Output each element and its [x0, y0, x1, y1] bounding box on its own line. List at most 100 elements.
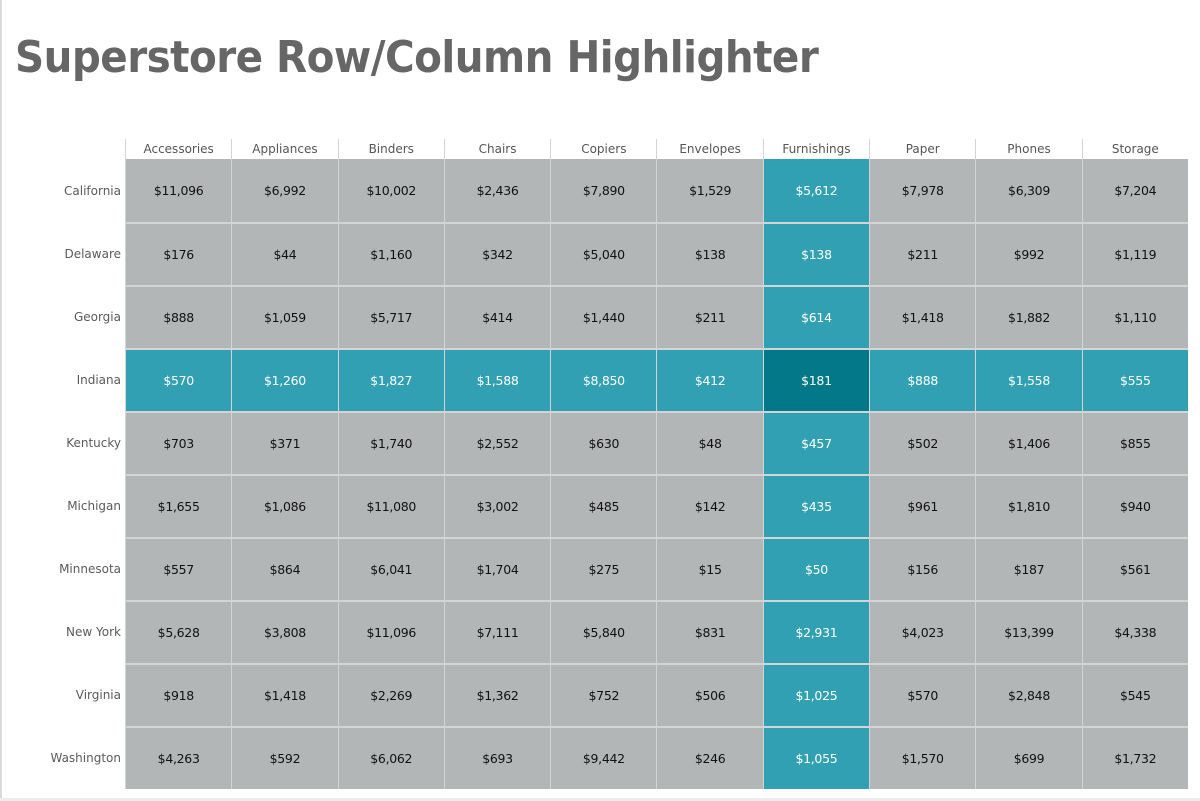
table-cell[interactable]: $1,418 [231, 665, 338, 726]
table-cell[interactable]: $1,362 [443, 665, 551, 726]
highlighted-cell[interactable]: $555 [1081, 350, 1188, 411]
table-cell[interactable]: $699 [975, 728, 1082, 789]
table-cell[interactable]: $4,338 [1081, 602, 1188, 663]
table-cell[interactable]: $7,978 [869, 159, 976, 222]
table-cell[interactable]: $275 [550, 539, 657, 600]
table-cell[interactable]: $6,309 [975, 159, 1082, 222]
row-header-virginia[interactable]: Virginia [75, 687, 121, 702]
table-cell[interactable]: $187 [975, 539, 1082, 600]
table-cell[interactable]: $1,110 [1081, 287, 1188, 348]
table-cell[interactable]: $6,062 [337, 728, 444, 789]
table-cell[interactable]: $44 [231, 224, 338, 285]
table-cell[interactable]: $13,399 [975, 602, 1082, 663]
table-cell[interactable]: $1,732 [1081, 728, 1188, 789]
table-cell[interactable]: $1,529 [656, 159, 763, 222]
table-cell[interactable]: $630 [550, 413, 657, 474]
table-cell[interactable]: $506 [656, 665, 763, 726]
highlighted-cell[interactable]: $1,827 [337, 350, 444, 411]
row-header-kentucky[interactable]: Kentucky [66, 435, 121, 450]
table-cell[interactable]: $502 [869, 413, 976, 474]
table-cell[interactable]: $1,086 [231, 476, 338, 537]
table-cell[interactable]: $3,002 [443, 476, 551, 537]
table-cell[interactable]: $7,111 [443, 602, 551, 663]
table-cell[interactable]: $138 [656, 224, 763, 285]
highlighted-cell[interactable]: $412 [656, 350, 763, 411]
column-header-furnishings[interactable]: Furnishings [762, 139, 869, 159]
table-cell[interactable]: $888 [125, 287, 232, 348]
table-cell[interactable]: $342 [443, 224, 551, 285]
table-cell[interactable]: $6,992 [231, 159, 338, 222]
highlighted-cell[interactable]: $50 [762, 539, 870, 600]
table-cell[interactable]: $831 [656, 602, 763, 663]
table-cell[interactable]: $752 [550, 665, 657, 726]
column-header-phones[interactable]: Phones [975, 139, 1081, 159]
highlighted-cell[interactable]: $2,931 [762, 602, 870, 663]
highlighted-cell[interactable]: $570 [125, 350, 232, 411]
table-cell[interactable]: $5,040 [550, 224, 657, 285]
table-cell[interactable]: $940 [1081, 476, 1188, 537]
column-header-accessories[interactable]: Accessories [125, 139, 231, 159]
highlighted-cell[interactable]: $5,612 [762, 159, 870, 222]
highlighted-cell[interactable]: $1,588 [443, 350, 551, 411]
table-cell[interactable]: $5,840 [550, 602, 657, 663]
table-cell[interactable]: $592 [231, 728, 338, 789]
table-cell[interactable]: $1,160 [337, 224, 444, 285]
table-cell[interactable]: $961 [869, 476, 976, 537]
table-cell[interactable]: $371 [231, 413, 338, 474]
table-cell[interactable]: $176 [125, 224, 232, 285]
table-cell[interactable]: $855 [1081, 413, 1188, 474]
row-header-delaware[interactable]: Delaware [64, 246, 121, 261]
row-header-california[interactable]: California [64, 183, 121, 198]
table-cell[interactable]: $11,096 [125, 159, 232, 222]
highlighted-cell[interactable]: $614 [762, 287, 870, 348]
table-cell[interactable]: $6,041 [337, 539, 444, 600]
column-header-envelopes[interactable]: Envelopes [656, 139, 762, 159]
highlighted-cell[interactable]: $138 [762, 224, 870, 285]
table-cell[interactable]: $156 [869, 539, 976, 600]
table-cell[interactable]: $11,096 [337, 602, 444, 663]
table-cell[interactable]: $7,890 [550, 159, 657, 222]
row-header-minnesota[interactable]: Minnesota [59, 561, 121, 576]
highlighted-cell[interactable]: $1,558 [975, 350, 1082, 411]
table-cell[interactable]: $1,655 [125, 476, 232, 537]
table-cell[interactable]: $485 [550, 476, 657, 537]
column-header-paper[interactable]: Paper [869, 139, 975, 159]
row-header-new-york[interactable]: New York [66, 624, 121, 639]
table-cell[interactable]: $557 [125, 539, 232, 600]
column-header-binders[interactable]: Binders [337, 139, 444, 159]
table-cell[interactable]: $2,269 [337, 665, 444, 726]
table-cell[interactable]: $2,436 [443, 159, 551, 222]
table-cell[interactable]: $11,080 [337, 476, 444, 537]
table-cell[interactable]: $1,406 [975, 413, 1082, 474]
table-cell[interactable]: $142 [656, 476, 763, 537]
table-cell[interactable]: $246 [656, 728, 763, 789]
table-cell[interactable]: $561 [1081, 539, 1188, 600]
table-cell[interactable]: $918 [125, 665, 232, 726]
highlighted-cell[interactable]: $1,055 [762, 728, 870, 789]
table-cell[interactable]: $3,808 [231, 602, 338, 663]
table-cell[interactable]: $1,119 [1081, 224, 1188, 285]
highlighted-cell[interactable]: $1,260 [231, 350, 338, 411]
highlighted-cell[interactable]: $888 [869, 350, 976, 411]
table-cell[interactable]: $4,023 [869, 602, 976, 663]
table-cell[interactable]: $1,882 [975, 287, 1082, 348]
table-cell[interactable]: $48 [656, 413, 763, 474]
table-cell[interactable]: $5,628 [125, 602, 232, 663]
table-cell[interactable]: $703 [125, 413, 232, 474]
table-cell[interactable]: $414 [443, 287, 551, 348]
table-cell[interactable]: $1,810 [975, 476, 1082, 537]
table-cell[interactable]: $15 [656, 539, 763, 600]
column-header-chairs[interactable]: Chairs [443, 139, 550, 159]
table-cell[interactable]: $2,848 [975, 665, 1082, 726]
table-cell[interactable]: $4,263 [125, 728, 232, 789]
table-cell[interactable]: $693 [443, 728, 551, 789]
table-cell[interactable]: $545 [1081, 665, 1188, 726]
table-cell[interactable]: $1,704 [443, 539, 551, 600]
table-cell[interactable]: $5,717 [337, 287, 444, 348]
table-cell[interactable]: $211 [869, 224, 976, 285]
table-cell[interactable]: $7,204 [1081, 159, 1188, 222]
table-cell[interactable]: $1,570 [869, 728, 976, 789]
column-header-copiers[interactable]: Copiers [550, 139, 656, 159]
row-header-michigan[interactable]: Michigan [67, 498, 121, 513]
table-cell[interactable]: $9,442 [550, 728, 657, 789]
